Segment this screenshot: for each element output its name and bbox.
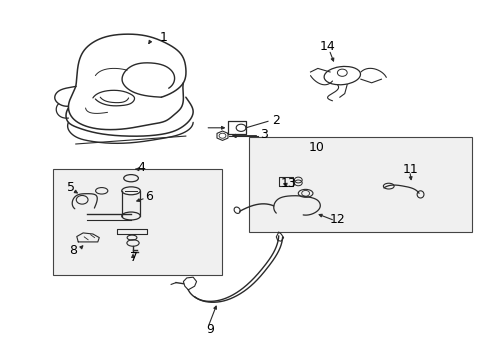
Text: 6: 6	[145, 190, 153, 203]
Text: 2: 2	[272, 114, 280, 127]
Text: 4: 4	[138, 161, 145, 174]
Bar	[249, 137, 471, 232]
Text: 11: 11	[402, 163, 418, 176]
Text: 14: 14	[319, 40, 335, 53]
Text: 12: 12	[329, 213, 345, 226]
Bar	[53, 169, 221, 275]
Text: 10: 10	[308, 141, 324, 154]
Text: 8: 8	[69, 244, 77, 257]
Text: 7: 7	[130, 251, 138, 264]
Text: 5: 5	[67, 181, 75, 194]
Text: 3: 3	[260, 129, 267, 141]
Text: 1: 1	[160, 31, 167, 44]
Text: 9: 9	[206, 323, 214, 336]
Text: 13: 13	[280, 177, 296, 190]
